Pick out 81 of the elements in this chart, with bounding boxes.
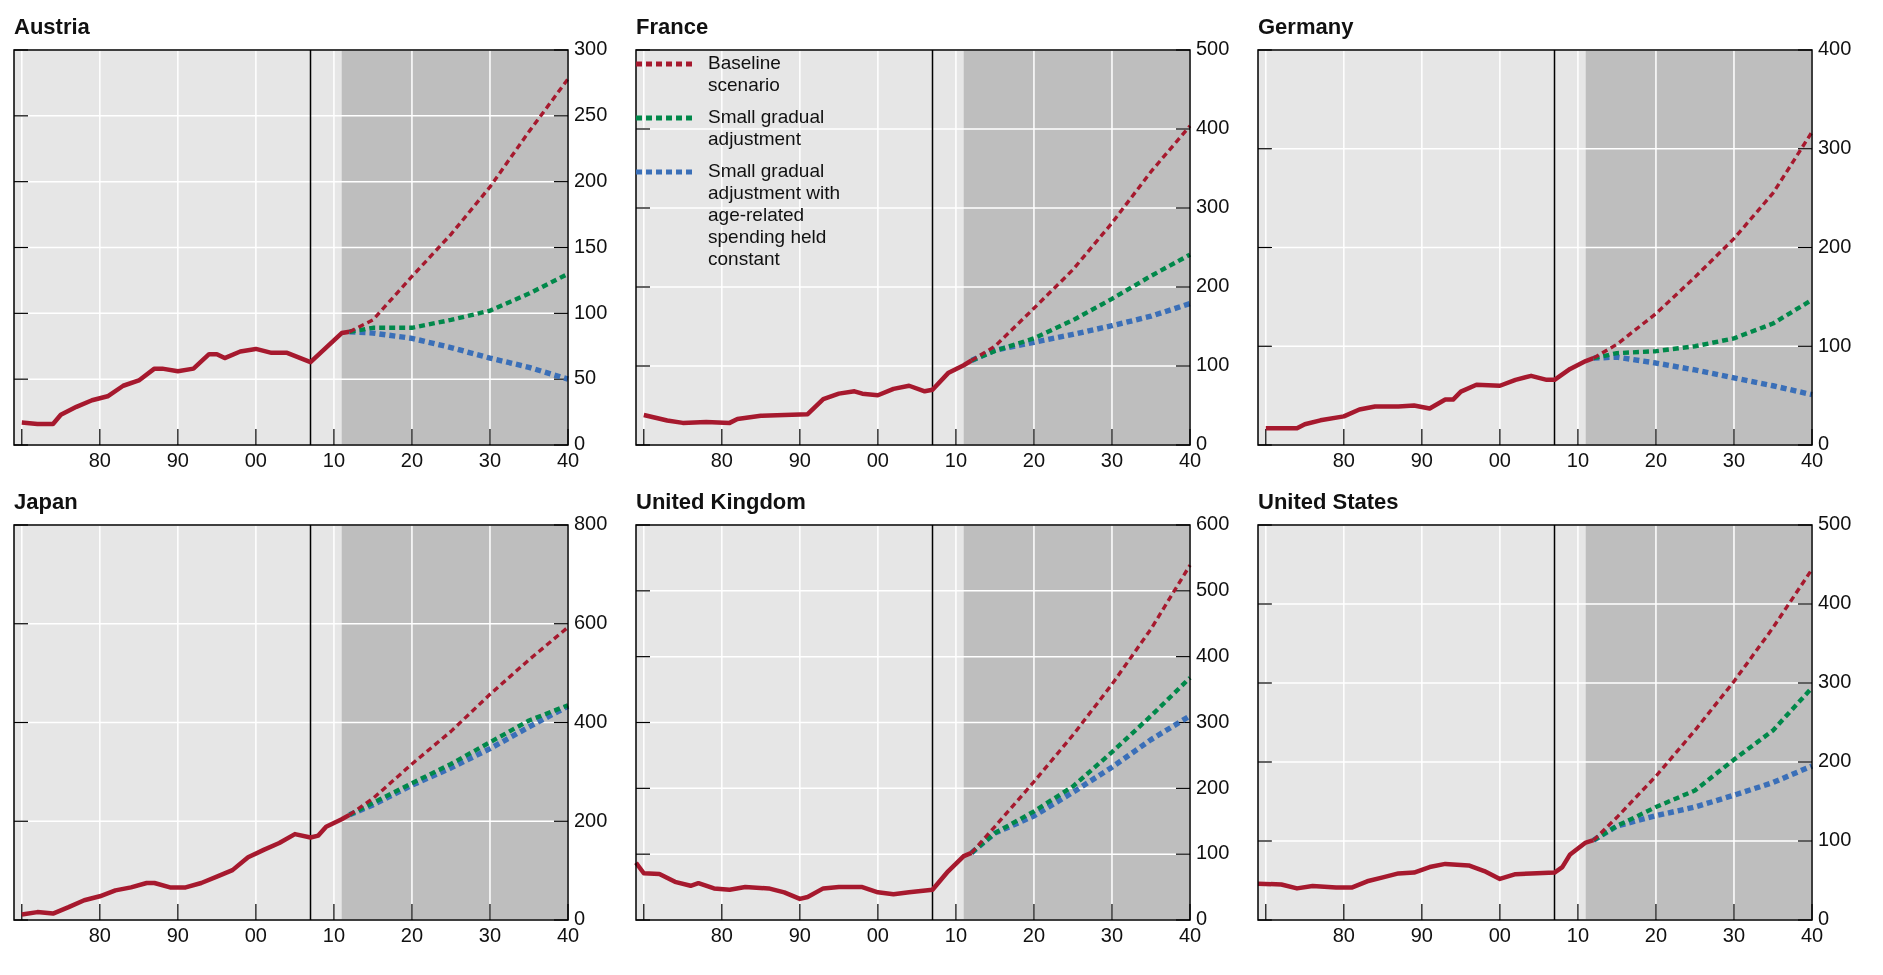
y-tick-label: 200 [1196,274,1230,297]
x-tick-label: 00 [866,924,890,946]
x-tick-label: 30 [1722,924,1746,946]
x-tick-label: 90 [1410,924,1433,946]
x-tick-label: 00 [1488,924,1512,946]
y-tick-label: 300 [1818,670,1852,693]
x-tick-label: 00 [244,449,268,471]
y-tick-label: 200 [1196,775,1230,798]
y-tick-label: 100 [1818,828,1852,851]
x-tick-label: 10 [1566,924,1590,946]
x-tick-label: 20 [400,449,424,471]
legend-label: Baseline scenario [708,52,781,96]
x-tick-label: 00 [866,449,890,471]
x-tick-label: 30 [478,449,502,471]
y-tick-label: 200 [1818,749,1852,772]
x-tick-label: 80 [710,449,733,471]
y-tick-label: 150 [574,234,608,257]
y-tick-label: 300 [574,37,608,60]
x-tick-label: 20 [1644,924,1668,946]
x-tick-label: 40 [1178,449,1202,471]
y-tick-label: 300 [1196,195,1230,218]
y-tick-label: 200 [574,168,608,191]
y-tick-label: 400 [1818,591,1852,614]
x-tick-label: 20 [1022,924,1046,946]
x-tick-label: 20 [1022,449,1046,471]
x-tick-label: 10 [322,449,346,471]
legend-label: Small gradual adjustment with age-related spending held constant [708,160,841,270]
x-tick-label: 30 [1100,449,1124,471]
x-tick-label: 40 [1178,924,1202,946]
y-tick-label: 400 [1196,116,1230,139]
x-tick-label: 90 [788,924,811,946]
y-tick-label: 800 [574,512,608,535]
y-tick-label: 500 [1196,578,1230,601]
x-tick-label: 20 [1644,449,1668,471]
y-tick-label: 50 [574,366,597,389]
y-tick-label: 600 [574,611,608,634]
y-tick-label: 300 [1196,709,1230,732]
x-tick-label: 30 [478,924,502,946]
x-tick-label: 00 [244,924,268,946]
chart-title: United States [1258,489,1399,514]
x-tick-label: 30 [1100,924,1124,946]
y-tick-label: 100 [1818,333,1852,356]
x-tick-label: 00 [1488,449,1512,471]
y-tick-label: 400 [1818,37,1852,60]
x-tick-label: 10 [322,924,346,946]
chart-title: Austria [14,14,91,39]
y-tick-label: 100 [1196,353,1230,376]
y-tick-label: 200 [574,808,608,831]
chart-title: United Kingdom [636,489,806,514]
y-tick-label: 400 [1196,643,1230,666]
x-tick-label: 40 [1800,924,1824,946]
x-tick-label: 90 [788,449,811,471]
y-tick-label: 250 [574,103,608,126]
y-tick-label: 500 [1818,512,1852,535]
chart-title: France [636,14,709,39]
chart-title: Germany [1258,14,1355,39]
y-tick-label: 400 [574,709,608,732]
x-tick-label: 80 [88,924,111,946]
x-tick-label: 40 [1800,449,1824,471]
x-tick-label: 80 [1332,449,1355,471]
x-tick-label: 90 [166,924,189,946]
chart-title: Japan [14,489,78,514]
y-tick-label: 500 [1196,37,1230,60]
x-tick-label: 10 [944,449,968,471]
y-tick-label: 100 [1196,841,1230,864]
x-tick-label: 40 [556,924,580,946]
x-tick-label: 80 [710,924,733,946]
legend-label: Small gradual adjustment [708,106,825,150]
y-tick-label: 300 [1818,136,1852,159]
y-tick-label: 600 [1196,512,1230,535]
x-tick-label: 20 [400,924,424,946]
x-tick-label: 30 [1722,449,1746,471]
x-tick-label: 10 [1566,449,1590,471]
x-tick-label: 10 [944,924,968,946]
x-tick-label: 90 [1410,449,1433,471]
y-tick-label: 100 [574,300,608,323]
y-tick-label: 200 [1818,234,1852,257]
x-tick-label: 80 [1332,924,1355,946]
x-tick-label: 90 [166,449,189,471]
x-tick-label: 80 [88,449,111,471]
x-tick-label: 40 [556,449,580,471]
